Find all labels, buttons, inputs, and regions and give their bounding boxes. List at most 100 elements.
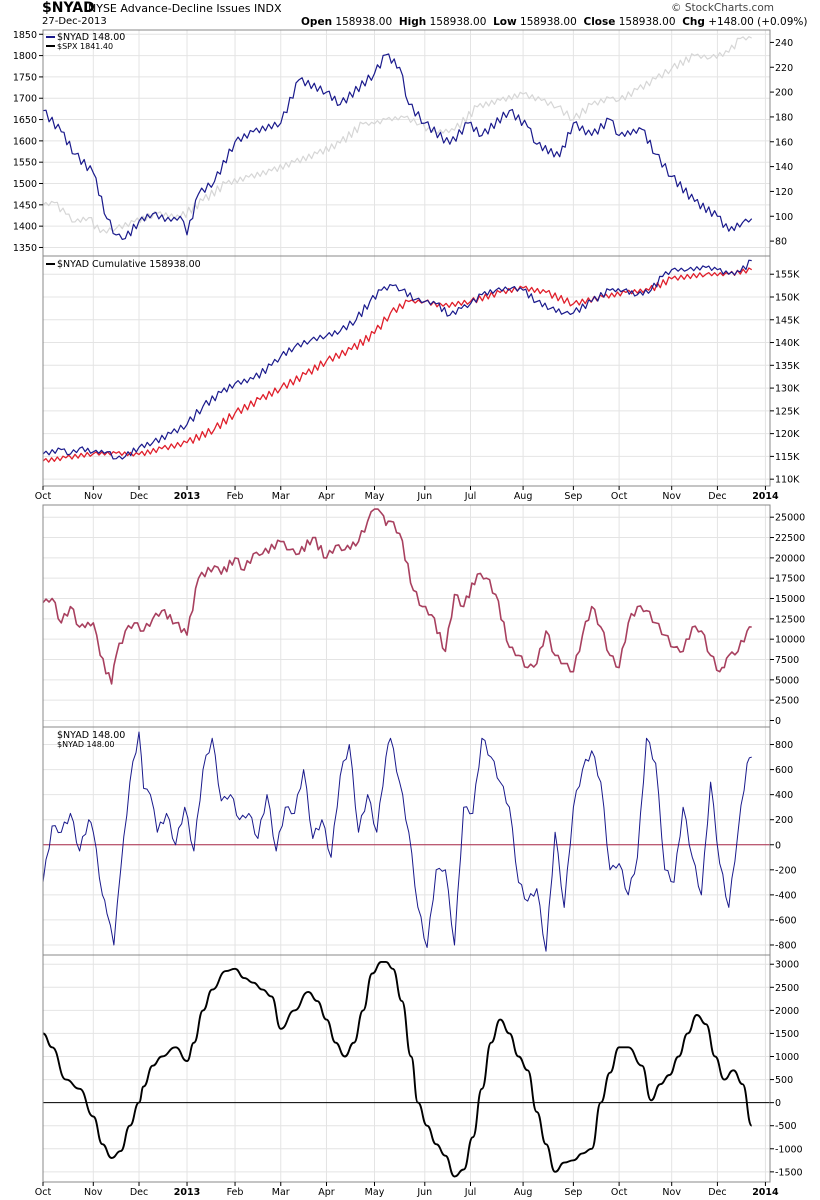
- y-tick-label: 150K: [775, 292, 800, 303]
- y-tick-label: 110K: [775, 475, 800, 486]
- x-tick-label: Sep: [564, 491, 582, 502]
- x-tick-label: Nov: [662, 1187, 681, 1198]
- y-tick-label: 2000: [775, 1006, 799, 1017]
- y-tick-label: 145K: [775, 315, 800, 326]
- y-tick-label: 800: [775, 740, 793, 751]
- y-tick-label: 120: [775, 187, 793, 198]
- legend-entry: $NYAD 148.00: [57, 740, 115, 749]
- y-tick-label: 10000: [775, 635, 805, 646]
- legend-entry: $NYAD 148.00: [57, 32, 125, 43]
- x-tick-label: Oct: [35, 1187, 52, 1198]
- legend-entry: $NYAD Cumulative 158938.00: [57, 259, 201, 270]
- y-tick-label: 12500: [775, 614, 805, 625]
- exchange-label: INDX: [254, 2, 282, 15]
- close-label: Close: [583, 16, 616, 28]
- x-tick-label: Oct: [611, 491, 628, 502]
- y-tick-label: 200: [775, 88, 793, 99]
- y-tick-label: 155K: [775, 270, 800, 281]
- chart-title: NYSE Advance-Decline Issues INDX: [88, 2, 282, 15]
- y-tick-label: 220: [775, 63, 793, 74]
- x-tick-label: Aug: [514, 491, 533, 502]
- y-tick-label: 1800: [13, 51, 37, 62]
- y-tick-label: 160: [775, 137, 793, 148]
- x-tick-label: Apr: [318, 1187, 335, 1198]
- legend-entry: $SPX 1841.40: [57, 42, 113, 51]
- y-tick-label: 1500: [775, 1029, 799, 1040]
- y-tick-label: 130K: [775, 384, 800, 395]
- x-tick-label: Feb: [227, 491, 244, 502]
- x-tick-label: Oct: [35, 491, 52, 502]
- y-tick-label: -400: [775, 890, 797, 901]
- cumulative-ma-line: [42, 267, 753, 463]
- high-label: High: [398, 16, 427, 28]
- y-tick-label: 5000: [775, 675, 799, 686]
- y-tick-label: 1850: [13, 30, 37, 41]
- y-tick-label: 120K: [775, 429, 800, 440]
- x-tick-label: Nov: [662, 491, 681, 502]
- y-tick-label: 135K: [775, 361, 800, 372]
- panel5-line: [42, 960, 753, 1178]
- chart-symbol: $NYAD: [42, 0, 95, 16]
- y-tick-label: 1400: [13, 222, 37, 233]
- x-tick-label: Feb: [227, 1187, 244, 1198]
- x-tick-label: Jun: [416, 1187, 432, 1198]
- spx-line: [42, 36, 752, 234]
- y-tick-label: 100: [775, 212, 793, 223]
- y-tick-label: 1500: [13, 179, 37, 190]
- y-tick-label: 1650: [13, 115, 37, 126]
- y-tick-label: 25000: [775, 513, 805, 524]
- y-tick-label: 2500: [775, 696, 799, 707]
- chg-value: +148.00 (+0.09%): [708, 16, 808, 28]
- x-tick-label: Jun: [416, 491, 432, 502]
- panel-frame: [42, 255, 771, 487]
- y-tick-label: 240: [775, 38, 793, 49]
- y-tick-label: 20000: [775, 553, 805, 564]
- x-tick-label: Nov: [84, 1187, 103, 1198]
- x-tick-label: Dec: [708, 1187, 726, 1198]
- y-tick-label: -200: [775, 865, 797, 876]
- y-tick-label: 180: [775, 112, 793, 123]
- security-name: NYSE Advance-Decline Issues: [88, 2, 251, 15]
- y-tick-label: 2500: [775, 983, 799, 994]
- y-tick-label: 80: [775, 237, 787, 248]
- y-tick-label: 1350: [13, 243, 37, 254]
- ohlc-readout: Open 158938.00 High 158938.00 Low 158938…: [301, 16, 807, 28]
- x-tick-label: Dec: [130, 491, 148, 502]
- x-tick-label: 2013: [174, 1187, 200, 1198]
- x-tick-label: Oct: [611, 1187, 628, 1198]
- y-tick-label: 1550: [13, 158, 37, 169]
- x-tick-label: 2014: [752, 491, 779, 502]
- x-tick-label: May: [365, 1187, 385, 1198]
- y-tick-label: 200: [775, 815, 793, 826]
- y-tick-label: 140: [775, 162, 793, 173]
- y-tick-label: 15000: [775, 594, 805, 605]
- nyad-price-line: [42, 53, 753, 240]
- y-tick-label: 400: [775, 790, 793, 801]
- x-tick-label: Apr: [318, 491, 335, 502]
- y-tick-label: 0: [775, 840, 781, 851]
- chg-label: Chg: [682, 16, 705, 28]
- y-tick-label: -600: [775, 915, 797, 926]
- y-tick-label: 140K: [775, 338, 800, 349]
- y-tick-label: -800: [775, 940, 797, 951]
- y-tick-label: -500: [775, 1121, 797, 1132]
- y-tick-label: 3000: [775, 960, 799, 971]
- x-tick-label: Nov: [84, 491, 103, 502]
- cumulative-line: [42, 259, 752, 460]
- panel-frame: [42, 29, 771, 257]
- y-tick-label: 1450: [13, 200, 37, 211]
- chart-header: $NYAD NYSE Advance-Decline Issues INDX 2…: [0, 0, 820, 30]
- open-value: 158938.00: [335, 16, 393, 28]
- x-tick-label: Jul: [464, 491, 476, 502]
- x-tick-label: Sep: [564, 1187, 582, 1198]
- panel4-line: [42, 731, 752, 952]
- x-tick-label: Dec: [708, 491, 726, 502]
- legend-entry: $NYAD 148.00: [57, 730, 125, 741]
- y-tick-label: -1000: [775, 1144, 803, 1155]
- chart-date: 27-Dec-2013: [42, 16, 107, 27]
- panel-frame: [42, 504, 771, 728]
- y-tick-label: 1700: [13, 94, 37, 105]
- y-tick-label: 7500: [775, 655, 799, 666]
- y-tick-label: 0: [775, 1098, 781, 1109]
